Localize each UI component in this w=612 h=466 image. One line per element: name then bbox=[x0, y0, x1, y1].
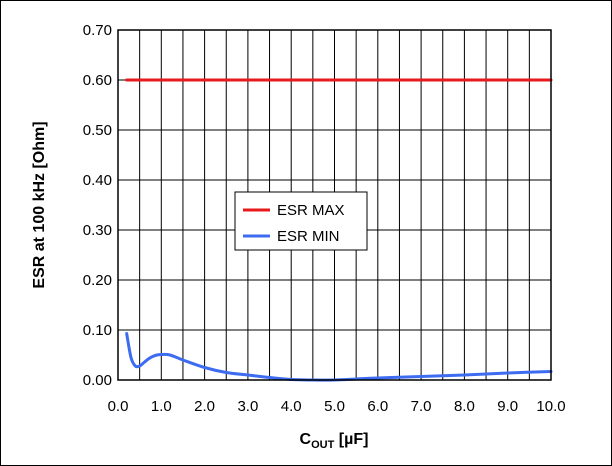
x-tick-label: 10.0 bbox=[536, 398, 565, 415]
x-axis-title: COUT [µF] bbox=[300, 431, 369, 451]
y-tick-label: 0.70 bbox=[83, 22, 112, 39]
plot-border bbox=[117, 29, 552, 381]
x-tick-label: 8.0 bbox=[454, 398, 475, 415]
y-tick-label: 0.00 bbox=[83, 372, 112, 389]
legend-label-esr-max: ESR MAX bbox=[277, 202, 345, 219]
legend: ESR MAX ESR MIN bbox=[234, 191, 368, 251]
y-tick-label: 0.20 bbox=[83, 272, 112, 289]
legend-box bbox=[234, 191, 368, 251]
x-tick-label: 1.0 bbox=[151, 398, 172, 415]
y-tick-label: 0.60 bbox=[83, 72, 112, 89]
y-tick-label: 0.10 bbox=[83, 322, 112, 339]
legend-label-esr-min: ESR MIN bbox=[277, 228, 340, 245]
x-tick-label: 7.0 bbox=[411, 398, 432, 415]
x-tick-label: 3.0 bbox=[237, 398, 258, 415]
x-tick-labels: 0.0 1.0 2.0 3.0 4.0 5.0 6.0 7.0 8.0 9.0 10.0 bbox=[108, 398, 566, 415]
x-axis-title-sub: OUT bbox=[311, 439, 335, 451]
y-tick-label: 0.30 bbox=[83, 222, 112, 239]
x-tick-label: 5.0 bbox=[324, 398, 345, 415]
y-axis-title: ESR at 100 kHz [Ohm] bbox=[31, 121, 48, 288]
x-tick-label: 6.0 bbox=[367, 398, 388, 415]
y-tick-label: 0.50 bbox=[83, 122, 112, 139]
x-tick-label: 4.0 bbox=[281, 398, 302, 415]
x-tick-label: 0.0 bbox=[108, 398, 129, 415]
series-line-esr-min bbox=[125, 332, 553, 382]
y-tick-label: 0.40 bbox=[83, 172, 112, 189]
x-tick-label: 2.0 bbox=[194, 398, 215, 415]
x-axis-title-main: C bbox=[300, 431, 312, 448]
x-tick-label: 9.0 bbox=[497, 398, 518, 415]
series-layer bbox=[125, 78, 553, 382]
x-axis-title-suffix: [µF] bbox=[334, 431, 368, 448]
y-tick-labels: 0.00 0.10 0.20 0.30 0.40 0.50 0.60 0.70 bbox=[83, 22, 112, 389]
